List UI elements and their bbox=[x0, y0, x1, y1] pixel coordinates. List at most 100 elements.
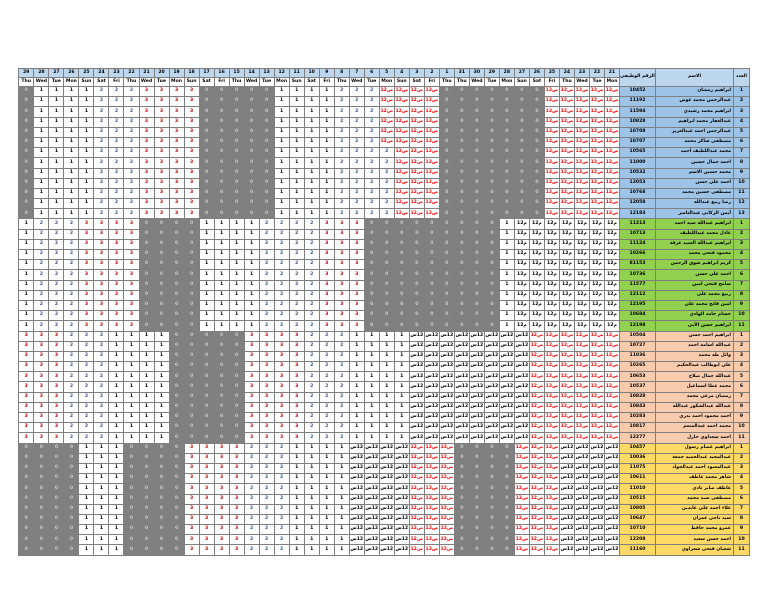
shift-cell: 1 bbox=[228, 310, 245, 322]
shift-cell: 2 bbox=[288, 289, 305, 301]
employee-id: 10457 bbox=[619, 442, 656, 454]
shift-cell: 3 bbox=[168, 147, 185, 159]
shift-cell: 1 bbox=[93, 462, 110, 475]
shift-cell: ص12 bbox=[588, 411, 605, 424]
shift-cell: 0 bbox=[243, 136, 260, 149]
shift-cell: 0 bbox=[153, 462, 170, 475]
shift-cell: 1 bbox=[93, 513, 110, 526]
shift-cell: 0 bbox=[243, 126, 260, 138]
shift-cell: 3 bbox=[198, 524, 215, 536]
row-number: 7 bbox=[733, 279, 750, 291]
shift-cell: 2 bbox=[333, 96, 350, 108]
shift-cell: 3 bbox=[168, 85, 185, 98]
shift-cell: 1 bbox=[288, 513, 305, 526]
shift-cell: 0 bbox=[258, 85, 275, 98]
shift-cell: 2 bbox=[378, 187, 395, 200]
shift-cell: 0 bbox=[513, 167, 530, 179]
shift-cell: 2 bbox=[48, 279, 65, 291]
shift-cell: 0 bbox=[438, 106, 455, 118]
shift-cell: 0 bbox=[498, 106, 515, 118]
shift-cell: 0 bbox=[393, 289, 410, 301]
shift-cell: 0 bbox=[168, 483, 185, 495]
shift-cell: 0 bbox=[483, 96, 500, 108]
shift-cell: 0 bbox=[438, 310, 455, 322]
shift-cell: 3 bbox=[288, 361, 305, 373]
shift-cell: 1 bbox=[228, 289, 245, 301]
shift-cell: 3 bbox=[153, 85, 170, 98]
employee-id: 10768 bbox=[619, 187, 656, 200]
shift-cell: م12 bbox=[573, 299, 590, 312]
shift-cell: 1 bbox=[123, 401, 140, 414]
shift-cell: م12 bbox=[603, 259, 621, 271]
shift-cell: ص12 bbox=[423, 116, 440, 128]
shift-cell: 1 bbox=[288, 136, 305, 149]
shift-cell: ص12 bbox=[378, 126, 395, 138]
shift-cell: 0 bbox=[213, 411, 230, 424]
shift-cell: 12س bbox=[363, 524, 380, 536]
shift-cell: 0 bbox=[243, 106, 260, 118]
shift-cell: 2 bbox=[318, 391, 335, 403]
shift-cell: 2 bbox=[33, 310, 50, 322]
shift-cell: 0 bbox=[243, 177, 260, 189]
date-header: 29 bbox=[483, 68, 500, 78]
shift-cell: 3 bbox=[48, 330, 65, 342]
shift-cell: 0 bbox=[17, 126, 35, 138]
shift-cell: 2 bbox=[33, 279, 50, 291]
shift-cell: ص12 bbox=[558, 340, 575, 352]
shift-cell: 3 bbox=[153, 157, 170, 169]
shift-cell: ص12 bbox=[408, 116, 425, 128]
row-number: 7 bbox=[733, 391, 750, 403]
employee-row: 11 ابراهيم حسن الأبي 12198 م12 م12 م12 م12 م12 م… bbox=[17, 320, 750, 332]
shift-cell: 1 bbox=[138, 381, 155, 393]
shift-cell: 0 bbox=[213, 198, 230, 210]
shift-cell: 0 bbox=[168, 320, 185, 332]
shift-cell: 1 bbox=[108, 330, 125, 342]
shift-cell: ص12 bbox=[528, 493, 545, 505]
shift-cell: 3 bbox=[288, 350, 305, 363]
shift-cell: 0 bbox=[153, 442, 170, 454]
shift-cell: 1 bbox=[378, 391, 395, 403]
shift-cell: 0 bbox=[453, 320, 470, 332]
shift-cell: 2 bbox=[93, 126, 110, 138]
shift-cell: 1 bbox=[363, 381, 380, 393]
shift-cell: 2 bbox=[333, 106, 350, 118]
shift-cell: م12 bbox=[573, 289, 590, 301]
shift-cell: 1 bbox=[78, 442, 95, 454]
shift-cell: 3 bbox=[243, 350, 260, 363]
shift-cell: 2 bbox=[333, 198, 350, 210]
employee-row: 9 عمرو محمد حافظ 10710 12س 12س 12س 12س ص12 ص12 ص1… bbox=[17, 524, 750, 536]
shift-cell: 12س bbox=[558, 473, 575, 485]
shift-cell: 2 bbox=[258, 279, 275, 291]
shift-cell: 1 bbox=[78, 513, 95, 526]
shift-cell: 0 bbox=[153, 320, 170, 332]
shift-cell: 0 bbox=[438, 228, 455, 240]
shift-cell: 1 bbox=[17, 279, 35, 291]
shift-cell: 12س bbox=[498, 361, 515, 373]
shift-cell: 0 bbox=[198, 126, 215, 138]
shift-cell: 12س bbox=[348, 544, 365, 556]
employee-name: محمد احمد عبدالمنعم bbox=[655, 422, 734, 434]
shift-cell: 1 bbox=[17, 259, 35, 271]
shift-cell: 0 bbox=[483, 503, 500, 515]
shift-cell: 2 bbox=[123, 157, 140, 169]
shift-cell: 0 bbox=[468, 310, 485, 322]
shift-cell: 0 bbox=[243, 96, 260, 108]
shift-cell: م12 bbox=[528, 289, 545, 301]
shift-cell: 0 bbox=[528, 157, 545, 169]
shift-cell: ص12 bbox=[543, 503, 560, 515]
shift-cell: 1 bbox=[17, 228, 35, 240]
shift-cell: 1 bbox=[243, 248, 260, 261]
shift-cell: 0 bbox=[198, 147, 215, 159]
shift-cell: 0 bbox=[363, 259, 380, 271]
shift-cell: 0 bbox=[363, 238, 380, 251]
shift-cell: 0 bbox=[123, 524, 140, 536]
shift-cell: 12س bbox=[423, 432, 440, 444]
shift-cell: 1 bbox=[318, 136, 335, 149]
shift-cell: 12س bbox=[573, 503, 590, 515]
row-number: 9 bbox=[733, 167, 750, 179]
employee-id: 10611 bbox=[619, 473, 656, 485]
shift-cell: 0 bbox=[483, 147, 500, 159]
shift-cell: 0 bbox=[423, 289, 440, 301]
day-header: Wed bbox=[573, 77, 590, 87]
shift-cell: 2 bbox=[63, 401, 80, 414]
